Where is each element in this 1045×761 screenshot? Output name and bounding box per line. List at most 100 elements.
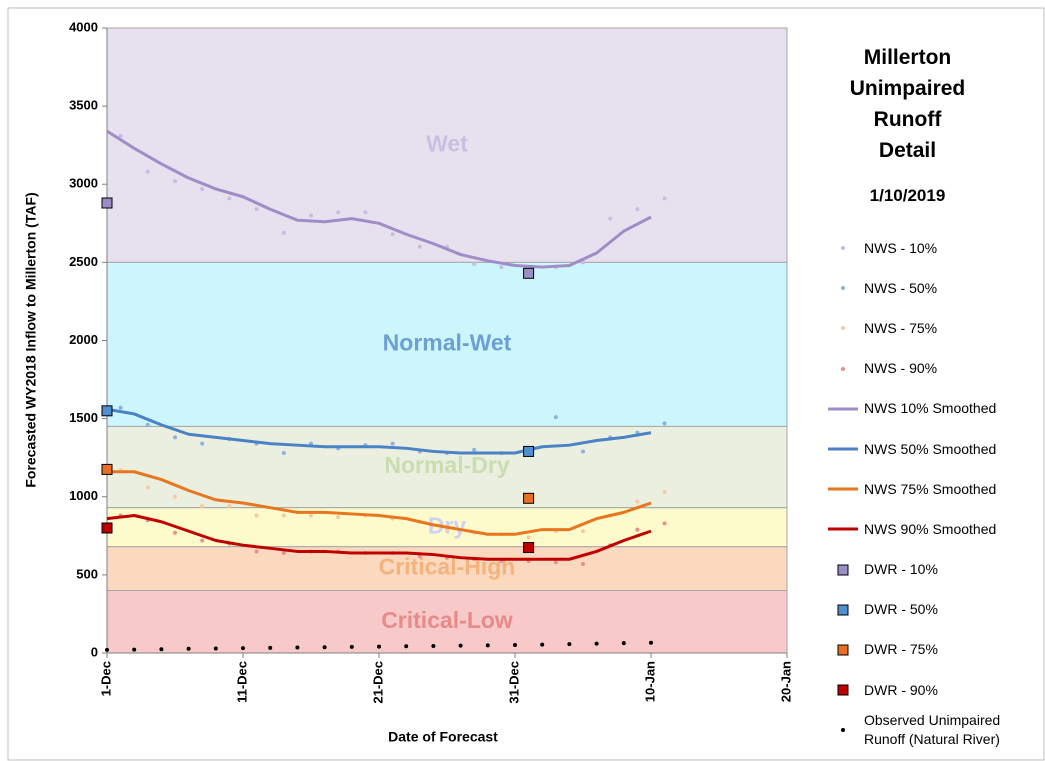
legend-label: NWS - 50% [864,279,938,296]
y-tick-label: 500 [76,566,98,581]
forecast-point [581,449,585,454]
legend-square [837,604,849,616]
legend-icon [837,564,849,576]
legend-icon [841,728,845,733]
legend-icon [828,487,858,491]
forecast-point [635,207,640,212]
forecast-point [635,499,640,504]
x-axis-label: Date of Forecast [388,729,498,745]
observed-point [159,647,164,652]
forecast-point [472,261,477,266]
band-label: Wet [426,130,468,156]
forecast-point [472,447,477,452]
smoothed-line [106,407,652,455]
observed-point [295,645,300,650]
dwr-point [523,542,535,554]
forecast-point [173,435,177,440]
observed-point [213,646,218,651]
dwr-point [523,492,535,504]
dwr-point [101,463,113,475]
legend-icon [841,246,845,251]
forecast-point [499,265,504,270]
x-tick-label: 31-Dec [506,661,521,704]
forecast-point [200,538,205,543]
observed-point [458,643,463,648]
forecast-point [145,422,150,427]
legend-item: NWS - 10% [826,228,1041,268]
forecast-point [363,210,368,215]
legend-item: Observed Unimpaired Runoff (Natural Rive… [826,710,1041,750]
legend-label: Observed Unimpaired Runoff (Natural Rive… [864,712,1001,748]
forecast-point [254,207,259,212]
legend-item: NWS 75% Smoothed [826,469,1041,509]
x-tick-label: 20-Jan [778,661,793,702]
legend-item: DWR - 75% [826,630,1041,670]
legend-dot [841,728,845,733]
legend-item: DWR - 50% [826,590,1041,630]
observed-point [377,644,381,649]
legend-icon [841,366,845,371]
legend-square [837,684,849,696]
legend-icon [837,604,849,616]
legend-label: DWR - 90% [864,681,938,698]
forecast-point [281,451,286,455]
y-tick-label: 3500 [69,98,98,113]
forecast-point [281,513,286,518]
legend-label: NWS 10% Smoothed [864,400,997,417]
legend-item: NWS 50% Smoothed [826,429,1041,469]
legend-dot [841,326,845,331]
forecast-point [662,521,667,526]
forecast-point [553,415,558,420]
band-label: Critical-Low [381,607,513,633]
legend-label: NWS 75% Smoothed [864,480,997,497]
legend-label: DWR - 50% [864,601,938,618]
smoothed-line [106,129,652,269]
smoothed-line [107,470,652,536]
forecast-point [662,490,667,495]
x-tick-label: 11-Dec [234,661,249,703]
forecast-point [526,535,531,540]
observed-point [349,644,354,649]
forecast-point [173,530,177,535]
forecast-point [281,551,286,555]
observed-point [513,643,517,648]
dwr-point [101,197,113,209]
smoothed-line [106,514,652,561]
forecast-point [254,549,259,554]
forecast-point [281,230,286,235]
legend-dot [841,366,845,371]
chart-title: Millerton Unimpaired Runoff Detail [849,46,966,162]
forecast-point [417,244,422,249]
forecast-point [309,513,313,518]
forecast-point [173,179,177,184]
band [106,261,788,427]
forecast-point [118,405,123,410]
legend-label: NWS - 75% [864,319,938,336]
legend-icon [828,447,858,451]
legend-icon [828,407,858,411]
legend-item: DWR - 10% [826,550,1041,590]
observed-point [132,647,137,652]
observed-point [268,645,273,650]
y-axis-label: Forecasted WY2018 Inflow to Millerton (T… [23,192,39,487]
legend-dot [841,246,845,251]
dwr-point [523,267,535,279]
legend-label: NWS - 10% [864,239,938,256]
x-tick-label: 21-Dec [370,661,385,704]
legend-item: NWS - 90% [826,349,1041,389]
forecast-point [608,216,613,221]
legend-icon [841,326,845,331]
y-tick-label: 1000 [69,488,98,503]
legend-icon [841,286,845,291]
forecast-point [200,504,205,509]
observed-point [567,642,572,647]
legend-item: NWS 10% Smoothed [826,389,1041,429]
legend-label: DWR - 75% [864,641,938,658]
forecast-point [309,213,313,218]
forecast-point [635,527,640,532]
forecast-point [581,529,585,534]
legend-item: NWS 90% Smoothed [826,509,1041,549]
y-tick-label: 2500 [69,254,98,269]
